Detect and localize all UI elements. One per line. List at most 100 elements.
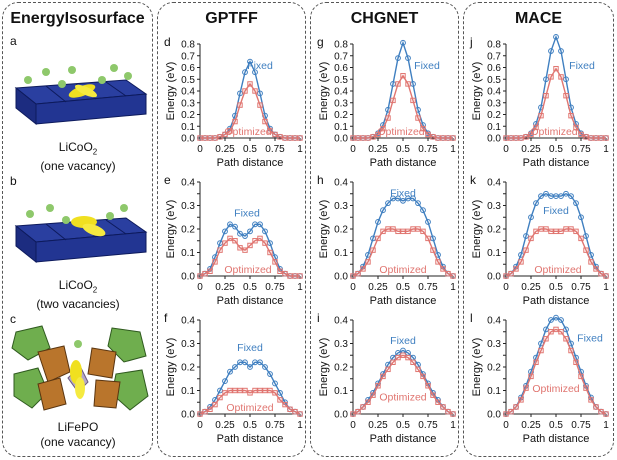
y-tick-label: 0.1	[487, 122, 501, 133]
x-tick-label: 0.5	[243, 144, 257, 155]
y-tick-label: 0.3	[487, 201, 501, 212]
x-tick-label: 0	[197, 144, 203, 155]
data-point-optimized	[272, 131, 278, 138]
y-axis-label: Energy (eV)	[165, 338, 177, 397]
data-point-fixed	[395, 55, 401, 62]
data-point-fixed	[558, 48, 564, 54]
x-tick-label: 0.75	[571, 144, 591, 155]
y-axis-label: Energy (eV)	[318, 62, 330, 121]
panel-letter-j: j	[469, 35, 473, 49]
data-point-optimized	[237, 387, 243, 394]
data-point-optimized	[400, 228, 406, 235]
y-tick-label: 0.5	[487, 75, 501, 86]
data-point-fixed	[568, 193, 574, 200]
y-tick-label: 0.2	[181, 110, 195, 121]
series-line-fixed	[353, 40, 453, 139]
data-point-optimized	[568, 226, 574, 232]
data-point-optimized	[360, 135, 366, 141]
data-point-optimized	[212, 135, 218, 141]
data-point-optimized	[222, 240, 228, 246]
data-point-fixed	[553, 314, 559, 321]
y-tick-label: 0.5	[181, 75, 195, 86]
data-point-fixed	[242, 233, 248, 239]
data-point-fixed	[242, 359, 248, 366]
formula-subscript: 2	[92, 147, 98, 157]
data-point-optimized	[553, 326, 559, 333]
data-point-optimized	[395, 81, 401, 87]
data-point-optimized	[578, 373, 584, 380]
data-point-optimized	[207, 135, 213, 141]
data-point-optimized	[523, 247, 529, 253]
x-tick-label: 0.75	[571, 420, 591, 431]
panel-letter-f: f	[164, 311, 168, 325]
data-point-optimized	[370, 134, 376, 140]
series-label-fixed: Fixed	[237, 342, 263, 354]
x-axis-label: Path distance	[370, 295, 437, 307]
data-point-optimized	[400, 352, 406, 358]
caption-desc: (one vacancy)	[40, 159, 116, 174]
y-tick-label: 0.8	[181, 40, 195, 51]
series-line-optimized	[505, 228, 607, 277]
series-label-fixed: Fixed	[390, 188, 416, 200]
chgnet-column-frame	[310, 2, 459, 457]
y-axis-label: Energy (eV)	[471, 338, 483, 397]
data-point-optimized	[513, 404, 519, 410]
y-tick-label: 0.5	[334, 75, 348, 86]
data-point-optimized	[573, 359, 579, 365]
data-point-optimized	[232, 238, 238, 244]
series-label-optimized: Optimized	[224, 126, 271, 138]
y-tick-label: 0.1	[181, 248, 195, 259]
data-point-optimized	[528, 131, 534, 138]
data-point-optimized	[503, 411, 509, 417]
y-tick-label: 0.8	[334, 40, 348, 51]
structures-title: EnergyIsosurface	[10, 10, 145, 27]
data-point-optimized	[543, 336, 549, 342]
column-title-chgnet: CHGNET	[350, 10, 419, 27]
data-point-optimized	[593, 266, 599, 272]
data-point-optimized	[538, 226, 544, 232]
x-tick-label: 0.75	[418, 282, 438, 293]
series-line-optimized	[352, 354, 454, 415]
data-point-fixed	[252, 69, 258, 76]
series-line-fixed	[505, 192, 607, 277]
data-point-optimized	[405, 228, 411, 235]
data-point-optimized	[548, 329, 554, 335]
x-axis-label: Path distance	[217, 433, 284, 445]
data-point-optimized	[297, 135, 303, 141]
data-point-optimized	[558, 74, 564, 80]
data-point-fixed	[232, 364, 238, 370]
data-point-optimized	[528, 235, 534, 242]
data-point-optimized	[252, 88, 258, 94]
series-label-fixed: Fixed	[577, 333, 603, 345]
data-point-optimized	[287, 135, 293, 141]
data-point-fixed	[222, 378, 228, 384]
data-point-optimized	[508, 270, 514, 277]
series-label-optimized: Optimized	[224, 264, 271, 276]
data-point-optimized	[603, 273, 609, 279]
data-point-optimized	[232, 387, 238, 394]
data-point-optimized	[420, 373, 426, 380]
series-line-optimized	[200, 82, 300, 139]
data-point-optimized	[583, 134, 589, 140]
data-point-optimized	[217, 134, 223, 140]
data-point-optimized	[533, 124, 539, 131]
data-point-optimized	[242, 88, 248, 94]
x-tick-label: 0.25	[368, 420, 388, 431]
x-tick-label: 1	[603, 144, 609, 155]
data-point-optimized	[262, 240, 268, 246]
panel-letter-d: d	[164, 35, 171, 49]
data-point-optimized	[578, 235, 584, 242]
x-tick-label: 0.25	[368, 282, 388, 293]
data-point-fixed	[247, 364, 253, 370]
data-point-optimized	[375, 235, 381, 242]
series-label-fixed: Fixed	[569, 60, 595, 72]
chart-d-gptff-licoo2-one: d0.00.10.20.30.40.50.60.70.80 0.25 0.5 0.75…	[164, 35, 303, 169]
data-point-optimized	[573, 124, 579, 131]
x-tick-label: 0.5	[243, 282, 257, 293]
caption-lifepo-one: LiFePO (one vacancy)	[3, 420, 153, 450]
data-point-optimized	[217, 247, 223, 253]
y-tick-label: 0.1	[181, 122, 195, 133]
data-point-optimized	[563, 93, 569, 99]
data-point-optimized	[415, 366, 421, 373]
y-tick-label: 0.1	[181, 386, 195, 397]
